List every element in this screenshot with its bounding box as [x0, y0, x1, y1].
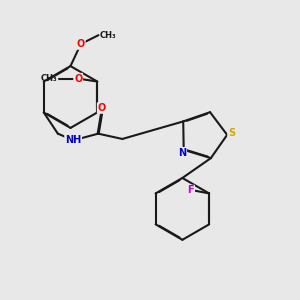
Text: NH: NH — [65, 135, 81, 145]
Text: N: N — [178, 148, 186, 158]
Text: O: O — [74, 74, 82, 84]
Text: CH₃: CH₃ — [100, 31, 117, 40]
Text: CH₃: CH₃ — [41, 74, 58, 83]
Text: O: O — [98, 103, 106, 113]
Text: O: O — [77, 39, 85, 49]
Text: F: F — [188, 185, 194, 196]
Text: S: S — [228, 128, 235, 138]
